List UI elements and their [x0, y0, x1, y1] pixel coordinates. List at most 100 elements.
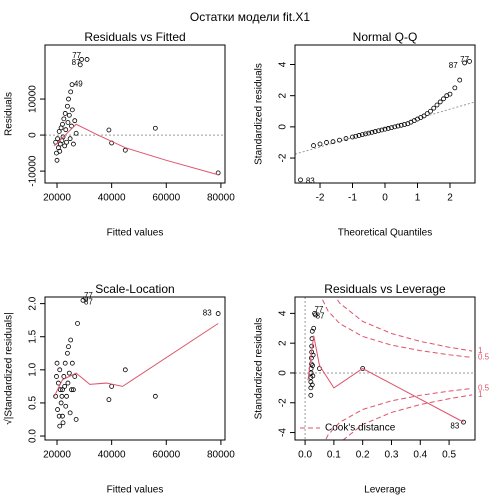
- point: [57, 148, 63, 154]
- point: [457, 77, 463, 83]
- point: [60, 387, 65, 393]
- figure-title: Остатки модели fit.X1: [190, 10, 311, 24]
- point: [379, 127, 385, 133]
- y-tick-label: 1.0: [28, 362, 39, 376]
- point-label: 87: [72, 58, 81, 67]
- y-tick-label: 0: [28, 132, 39, 138]
- x-tick-label: -1: [348, 193, 357, 204]
- x-tick-label: 0: [382, 193, 388, 204]
- x-tick-label: 0.3: [385, 450, 399, 461]
- x-axis-label: Fitted values: [107, 485, 164, 496]
- point: [122, 367, 128, 373]
- point: [58, 400, 64, 406]
- point: [68, 337, 74, 343]
- point: [152, 125, 158, 131]
- point: [67, 136, 73, 142]
- point: [343, 136, 349, 141]
- point: [363, 131, 368, 137]
- point: [359, 132, 365, 138]
- point: [62, 360, 68, 366]
- point: [64, 350, 70, 356]
- x-tick-label: 0.2: [356, 450, 370, 461]
- point: [71, 387, 76, 393]
- point: [369, 129, 375, 135]
- point: [350, 134, 355, 140]
- point: [66, 96, 71, 102]
- point: [64, 103, 70, 109]
- contour-label: 0.5: [478, 384, 490, 393]
- point: [62, 111, 68, 116]
- x-tick-label: 40000: [98, 193, 126, 204]
- point: [308, 392, 314, 398]
- point: [309, 382, 315, 388]
- panel-title: Residuals vs Leverage: [324, 282, 446, 296]
- point: [310, 363, 315, 368]
- point: [65, 120, 71, 125]
- y-axis-label: Standardized residuals: [254, 63, 265, 165]
- x-tick-label: 20000: [43, 450, 71, 461]
- x-axis-label: Theoretical Quantiles: [338, 228, 433, 239]
- cooks-contour: [325, 387, 473, 440]
- point: [353, 133, 359, 139]
- panel-title: Normal Q-Q: [353, 30, 418, 44]
- point: [398, 122, 404, 128]
- point: [467, 58, 472, 64]
- point: [60, 134, 66, 140]
- point: [122, 147, 128, 153]
- plot-box: [44, 296, 226, 441]
- point: [311, 143, 316, 148]
- point: [106, 397, 112, 403]
- x-tick-label: 80000: [207, 193, 235, 204]
- point: [60, 121, 65, 127]
- point: [57, 387, 63, 393]
- point: [313, 312, 318, 318]
- x-tick-label: 1: [415, 193, 421, 204]
- point: [324, 140, 329, 145]
- point: [59, 393, 65, 399]
- y-tick-label: -4: [278, 428, 289, 437]
- point: [83, 297, 89, 301]
- point: [75, 321, 80, 326]
- point-label: 87: [84, 297, 93, 306]
- point: [53, 393, 59, 399]
- point: [64, 393, 69, 399]
- x-axis-label: Fitted values: [107, 228, 164, 239]
- point: [54, 374, 59, 379]
- reference-line: [295, 101, 475, 155]
- point-label: 87: [449, 61, 458, 70]
- x-tick-label: 40000: [98, 450, 126, 461]
- y-tick-label: 1.5: [28, 329, 39, 343]
- point-label: 77: [72, 51, 81, 60]
- cooks-contour: [335, 297, 473, 352]
- point: [73, 130, 79, 136]
- point: [311, 325, 317, 331]
- plot-box: [294, 296, 476, 441]
- cooks-contour: [342, 394, 473, 440]
- point: [84, 57, 90, 62]
- point: [56, 413, 62, 419]
- point: [57, 367, 63, 373]
- y-tick-label: -10000: [28, 155, 39, 187]
- panel-title: Residuals vs Fitted: [84, 30, 185, 44]
- cooks-contour: [320, 297, 473, 358]
- point: [63, 403, 69, 409]
- point: [54, 157, 60, 163]
- y-tick-label: 4: [278, 310, 289, 316]
- y-tick-label: 10000: [28, 85, 39, 113]
- x-tick-label: 60000: [152, 450, 180, 461]
- y-tick-label: 0.5: [28, 396, 39, 410]
- point: [421, 113, 427, 119]
- point: [447, 91, 453, 97]
- point: [452, 85, 458, 91]
- plot-area: [45, 57, 225, 176]
- point: [360, 366, 366, 371]
- point: [55, 136, 60, 142]
- point-label: 87: [316, 311, 325, 320]
- point: [60, 413, 65, 419]
- point: [337, 137, 342, 143]
- point: [317, 141, 323, 147]
- point: [461, 419, 466, 425]
- point: [69, 360, 75, 366]
- point-label: 83: [450, 422, 459, 431]
- y-tick-label: 2: [278, 340, 289, 346]
